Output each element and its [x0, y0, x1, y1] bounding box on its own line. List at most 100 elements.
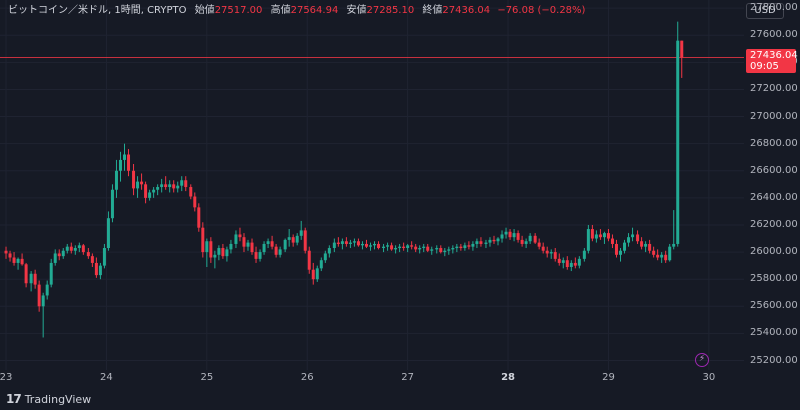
candle — [484, 239, 488, 249]
candle — [537, 238, 541, 250]
candle — [344, 237, 348, 247]
candle-body — [648, 243, 652, 251]
candle-body — [270, 241, 274, 247]
candle-body — [299, 230, 303, 236]
candle — [57, 249, 61, 261]
candle — [180, 176, 184, 192]
candle — [382, 243, 386, 253]
candle-body — [307, 250, 311, 270]
candle — [29, 271, 33, 292]
candle — [590, 224, 594, 242]
close-label: 終値 — [422, 5, 443, 16]
candle — [360, 241, 364, 250]
candle — [123, 143, 127, 171]
candle — [447, 246, 451, 255]
candle-body — [533, 235, 537, 243]
candle — [24, 262, 28, 288]
time-tick-label: 29 — [602, 372, 615, 383]
candle-body — [398, 246, 402, 249]
candle — [152, 187, 156, 198]
price-tick-label: 27200.00 — [750, 83, 798, 95]
price-tick-label: 27000.00 — [750, 110, 798, 122]
price-tick-label: 26200.00 — [750, 218, 798, 230]
candle-body — [508, 231, 512, 238]
candle — [303, 227, 307, 254]
candle — [106, 211, 110, 251]
price-axis[interactable]: 27800.0027600.0027400.0027200.0027000.00… — [744, 0, 800, 370]
candle-body — [319, 260, 323, 269]
chart-canvas[interactable] — [0, 0, 744, 370]
candle-body — [528, 235, 532, 242]
candle-body — [364, 243, 368, 247]
candle-body — [127, 154, 131, 171]
candle — [426, 243, 430, 253]
price-tick-label: 26800.00 — [750, 137, 798, 149]
lightning-icon[interactable]: ⚡ — [695, 353, 709, 367]
candle — [69, 242, 73, 254]
candle-body — [266, 241, 270, 244]
candle-body — [16, 258, 20, 263]
candle — [262, 241, 266, 255]
candle-body — [640, 241, 644, 247]
candle — [45, 280, 49, 300]
candle-body — [488, 239, 492, 243]
candle-body — [332, 242, 336, 249]
candle-body — [291, 237, 295, 243]
candle-body — [496, 238, 500, 242]
candle-body — [475, 241, 479, 244]
currency-button[interactable]: USD — [746, 3, 784, 19]
candle — [672, 210, 676, 250]
candle-body — [467, 245, 471, 247]
candle — [623, 239, 627, 254]
candle-body — [451, 248, 455, 250]
candle-body — [435, 248, 439, 250]
candle-body — [344, 241, 348, 244]
candle-body — [287, 237, 291, 240]
candle-body — [123, 154, 127, 160]
candle-body — [406, 245, 410, 249]
candle-body — [197, 207, 201, 228]
chart-grid — [0, 0, 744, 370]
candle-body — [53, 253, 57, 263]
candle — [234, 230, 238, 249]
candle-body — [402, 246, 406, 249]
symbol-name[interactable]: ビットコイン／米ドル, 1時間, CRYPTO — [8, 5, 187, 16]
candle — [278, 246, 282, 258]
high-label: 高値 — [270, 5, 291, 16]
candle-body — [189, 187, 193, 197]
candle-body — [98, 265, 102, 276]
candle — [422, 243, 426, 253]
candle-body — [484, 242, 488, 244]
candle — [528, 233, 532, 244]
candle — [439, 245, 443, 254]
candle-body — [500, 234, 504, 239]
candle-body — [164, 184, 168, 188]
candle — [569, 260, 573, 272]
candle-body — [29, 273, 33, 284]
candle-body — [246, 242, 250, 247]
candles — [4, 21, 684, 338]
time-axis[interactable]: 23 24 25 26 27 28 29 30 — [0, 370, 744, 386]
symbol-legend: ビットコイン／米ドル, 1時間, CRYPTO 始値27517.00 高値275… — [8, 3, 585, 19]
candle — [311, 262, 315, 285]
candle — [33, 269, 37, 289]
tradingview-logo[interactable]: 17 TradingView — [6, 391, 91, 407]
candle — [640, 237, 644, 250]
candle-body — [382, 246, 386, 249]
candle — [274, 243, 278, 258]
candle-body — [386, 245, 390, 247]
candle — [348, 239, 352, 249]
candle-body — [114, 170, 118, 190]
candle-body — [49, 262, 53, 285]
candle-body — [229, 243, 233, 250]
candle — [402, 242, 406, 251]
candle-body — [524, 241, 528, 244]
candle — [4, 246, 8, 259]
candle-body — [136, 181, 140, 189]
candle-body — [176, 185, 180, 189]
candle — [336, 237, 340, 247]
candle — [332, 238, 336, 253]
candle-body — [545, 250, 549, 254]
candle-body — [168, 184, 172, 188]
low-value: 27285.10 — [366, 5, 415, 16]
